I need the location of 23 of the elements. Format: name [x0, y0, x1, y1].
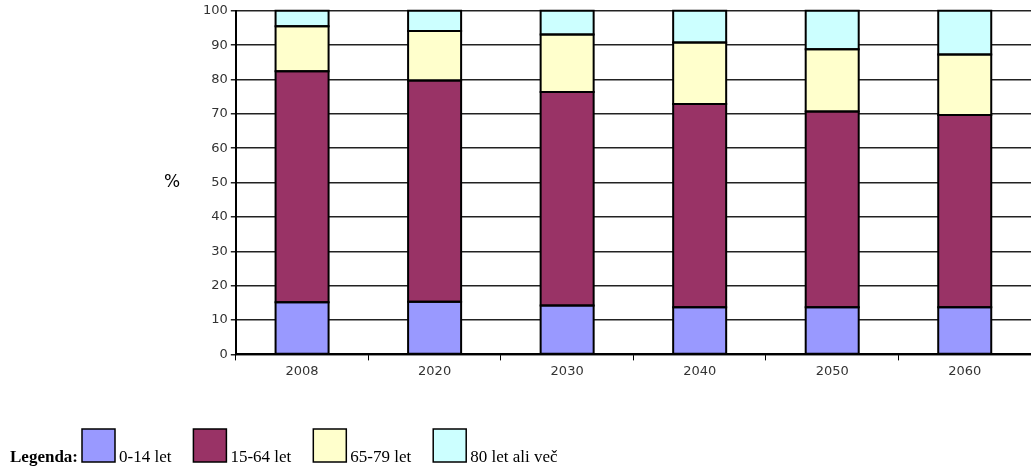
- legend-label: 15-64 let: [230, 447, 292, 466]
- y-tick-label: 60: [211, 139, 228, 155]
- y-tick-label: 20: [211, 277, 228, 293]
- x-tick-label: 2050: [815, 362, 849, 378]
- x-tick-label: 2020: [418, 362, 452, 378]
- y-tick-label: 10: [211, 311, 228, 327]
- y-tick-label: 50: [211, 173, 228, 189]
- legend-label: 65-79 let: [350, 447, 412, 466]
- x-tick-label: 2060: [948, 362, 982, 378]
- y-tick-label: 30: [211, 242, 228, 258]
- y-tick-label: 70: [211, 105, 228, 121]
- y-tick-label: 80: [211, 70, 228, 86]
- x-tick-label: 2030: [550, 362, 584, 378]
- legend-label: 0-14 let: [119, 447, 172, 466]
- x-tick-label: 2040: [683, 362, 717, 378]
- legend-title: Legenda:: [10, 447, 78, 466]
- legend-label: 80 let ali več: [470, 447, 558, 466]
- y-tick-label: 90: [211, 36, 228, 52]
- y-axis-title: %: [163, 171, 181, 192]
- y-tick-label: 0: [219, 345, 228, 361]
- y-tick-label: 40: [211, 208, 228, 224]
- x-tick-label: 2008: [285, 362, 319, 378]
- y-tick-label: 100: [202, 2, 228, 18]
